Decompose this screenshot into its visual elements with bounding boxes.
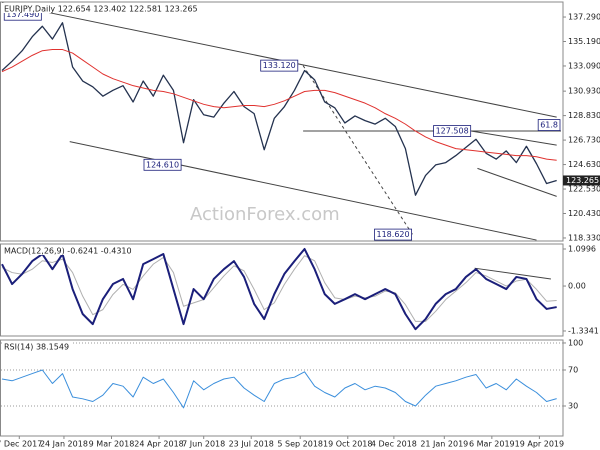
x-tick-label: 5 Sep 2018 [277, 440, 323, 449]
annotation-box [260, 59, 299, 72]
panel-title: MACD(12,26,9) -0.6241 -0.4310 [4, 247, 132, 256]
series-line [1, 22, 557, 196]
watermark: ActionForex.com [190, 204, 340, 225]
y-tick-label: 1.0996 [568, 244, 596, 253]
annotation-label: 61.8 [540, 121, 558, 130]
panel-title-bg [2, 341, 72, 351]
x-tick-label: 19 Oct 2018 [323, 440, 372, 449]
series-line [1, 369, 557, 409]
annotation: 127.508 [433, 125, 472, 137]
trend-line [471, 130, 557, 146]
trend-line [474, 267, 551, 280]
y-tick-label: 135.190 [568, 37, 600, 46]
y-tick-label: 126.730 [568, 136, 600, 145]
x-tick-label: 4 Dec 2018 [371, 440, 417, 449]
y-tick-label: -1.3341 [568, 326, 599, 335]
panel-title: EURJPY,Daily 122.654 123.402 122.581 123… [4, 5, 198, 14]
y-tick-label: 122.530 [568, 185, 600, 194]
y-tick-label: 120.430 [568, 209, 600, 218]
annotation: 124.610 [143, 158, 182, 171]
y-tick-label: 133.090 [568, 61, 600, 70]
last-price-box [563, 175, 600, 186]
series-line [1, 49, 557, 161]
annotation-box [374, 228, 413, 241]
x-tick-label: 6 Mar 2019 [469, 440, 515, 449]
annotation: 118.620 [374, 228, 413, 241]
y-tick-label: 100 [568, 338, 583, 347]
annotation: 133.120 [260, 59, 299, 72]
panel-title-bg [2, 245, 134, 255]
trend-line [69, 141, 537, 241]
y-tick-label: 0.00 [568, 282, 586, 291]
annotation-box [433, 125, 472, 137]
trend-line [477, 167, 557, 197]
x-tick-label: 9 Mar 2018 [89, 440, 135, 449]
annotation-label: 133.120 [263, 61, 296, 70]
y-tick-label: 128.830 [568, 111, 600, 120]
x-tick-label: 21 Jan 2019 [420, 440, 468, 449]
y-tick-label: 118.330 [568, 233, 600, 242]
x-tick-label: 7 Jun 2018 [182, 440, 225, 449]
y-tick-label: 30 [568, 402, 578, 411]
y-tick-label: 70 [568, 365, 578, 374]
annotation-box [537, 119, 561, 131]
y-tick-label: 124.630 [568, 160, 600, 169]
annotation-label: 127.508 [436, 127, 469, 136]
annotation-label: 137.490 [6, 10, 39, 19]
x-tick-label: 24 Apr 2018 [134, 440, 183, 449]
annotation-label: 124.610 [146, 160, 179, 169]
x-tick-label: 7 Dec 2017 [0, 440, 42, 449]
x-tick-label: 24 Jan 2018 [40, 440, 88, 449]
annotation-box [143, 158, 182, 171]
last-price-label: 123.265 [566, 176, 599, 185]
panel-title-bg [2, 3, 200, 13]
x-tick-label: 19 Apr 2019 [515, 440, 564, 449]
series-line [1, 247, 557, 331]
panel-title: RSI(14) 38.1549 [4, 343, 69, 352]
y-tick-label: 137.290 [568, 13, 600, 22]
annotation: 61.8 [537, 119, 561, 131]
y-tick-label: 130.930 [568, 87, 600, 96]
series-line [1, 255, 557, 322]
x-tick-label: 23 Jul 2018 [229, 440, 274, 449]
annotation-label: 118.620 [377, 230, 410, 239]
